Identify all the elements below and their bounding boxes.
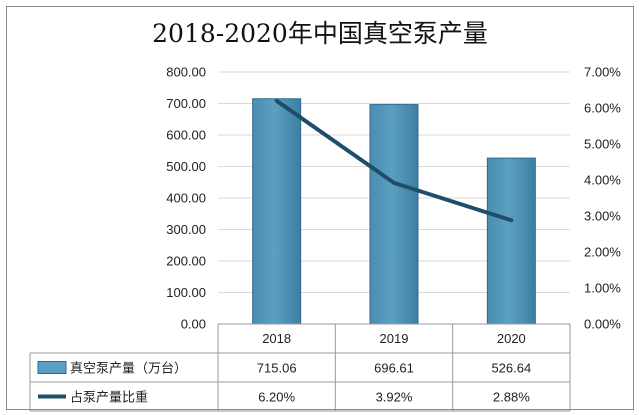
data-label: 696.61 <box>374 361 414 376</box>
right-tick-label: 5.00% <box>584 137 621 152</box>
right-tick-label: 0.00% <box>584 317 621 332</box>
chart-title: 2018-2020年中国真空泵产量 <box>152 19 488 48</box>
right-tick-label: 2.00% <box>584 245 621 260</box>
bar-series <box>252 98 536 325</box>
legend-swatch-bar <box>37 361 67 374</box>
line-series <box>274 98 514 223</box>
left-tick-label: 200.00 <box>166 254 206 269</box>
left-tick-label: 600.00 <box>166 128 206 143</box>
right-tick-label: 7.00% <box>584 65 621 80</box>
category-label: 2019 <box>380 331 409 346</box>
data-label: 3.92% <box>376 390 413 405</box>
data-label: 526.64 <box>491 361 531 376</box>
line-point <box>276 100 278 102</box>
left-tick-label: 700.00 <box>166 96 206 111</box>
right-tick-label: 1.00% <box>584 281 621 296</box>
left-tick-label: 400.00 <box>166 191 206 206</box>
left-tick-label: 800.00 <box>166 65 206 80</box>
line-point <box>393 182 395 184</box>
data-table: 2018 2019 2020 真空泵产量（万台） 715.06 696.61 526.64 占… <box>29 323 571 412</box>
legend-label: 真空泵产量（万台） <box>70 362 187 377</box>
left-tick-label: 300.00 <box>166 222 206 237</box>
left-tick-label: 500.00 <box>166 159 206 174</box>
data-label: 2.88% <box>493 390 530 405</box>
left-tick-label: 0.00 <box>181 317 206 332</box>
line-point <box>510 219 512 221</box>
left-tick-label: 100.00 <box>166 285 206 300</box>
right-tick-label: 4.00% <box>584 173 621 188</box>
data-label: 715.06 <box>257 361 297 376</box>
bar <box>252 98 302 325</box>
category-label: 2020 <box>497 331 526 346</box>
right-tick-label: 3.00% <box>584 209 621 224</box>
legend-label: 占泵产量比重 <box>70 390 148 406</box>
data-label: 6.20% <box>258 390 295 405</box>
bar <box>486 157 536 325</box>
category-label: 2018 <box>262 331 291 346</box>
bar <box>369 104 419 325</box>
right-tick-label: 6.00% <box>584 101 621 116</box>
left-axis: 0.00 100.00 200.00 300.00 400.00 500.00 600.00… <box>166 65 206 332</box>
right-axis: 0.00% 1.00% 2.00% 3.00% 4.00% 5.00% 6.00% 7.00% <box>584 65 621 332</box>
